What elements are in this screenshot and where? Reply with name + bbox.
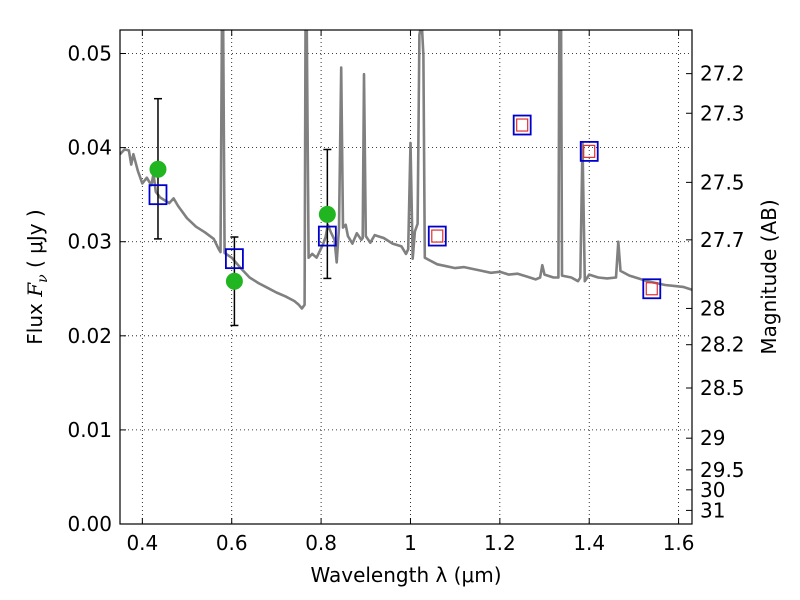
model-band-square [224, 248, 244, 270]
magnitude-tick-label: 27.3 [700, 101, 745, 125]
model-band-square [579, 140, 599, 162]
model-band-square [148, 184, 168, 206]
observed-point [318, 205, 336, 223]
band-flux-squares [148, 114, 662, 300]
x-axis-label: Wavelength λ (μm) [310, 563, 501, 587]
sed-spectrum-path [120, 30, 692, 310]
magnitude-tick-label: 27.7 [700, 228, 745, 252]
y-axis-label-symbol: F [23, 282, 47, 298]
model-band-square [512, 114, 532, 136]
y-axis-label-post: ( μJy ) [23, 209, 47, 274]
grid-lines [120, 30, 692, 525]
magnitude-tick-label: 28.5 [700, 376, 745, 400]
x-tick-label: 1 [404, 531, 417, 555]
predicted-band-square [583, 144, 596, 158]
x-axis-ticks: 0.4 0.6 0.8 1 1.2 1.4 1.6 [126, 30, 695, 555]
y-tick-label: 0.00 [67, 512, 112, 536]
model-band-square [427, 225, 447, 247]
x-tick-label: 1.4 [573, 531, 605, 555]
y-tick-label: 0.04 [67, 136, 112, 160]
observed-point [225, 272, 243, 290]
y-axis-label-pre: Flux [23, 297, 47, 345]
model-band-square [317, 225, 337, 247]
predicted-band-square [431, 229, 444, 243]
magnitude-tick-label: 30 [700, 478, 725, 502]
y-tick-label: 0.05 [67, 42, 112, 66]
magnitude-tick-label: 29 [700, 426, 725, 450]
x-tick-label: 1.2 [484, 531, 516, 555]
observed-point [149, 160, 167, 178]
x-tick-label: 0.4 [126, 531, 158, 555]
magnitude-axis-label: Magnitude (AB) [757, 199, 781, 354]
sed-model-line [120, 30, 692, 310]
model-band-square [642, 278, 662, 300]
x-tick-label: 0.8 [305, 531, 337, 555]
x-tick-label: 1.6 [663, 531, 695, 555]
magnitude-tick-label: 27.5 [700, 170, 745, 194]
magnitude-tick-label: 29.5 [700, 458, 745, 482]
magnitude-tick-label: 31 [700, 498, 725, 522]
predicted-band-square [645, 282, 658, 296]
y-axis-label-subscript: ν [35, 274, 51, 283]
magnitude-tick-label: 28 [700, 296, 725, 320]
magnitude-tick-label: 27.2 [700, 62, 745, 86]
y-tick-label: 0.02 [67, 324, 112, 348]
magnitude-tick-label: 28.2 [700, 333, 745, 357]
y-axis-label: Flux Fν ( μJy ) [23, 209, 51, 344]
plot-frame [119, 29, 693, 525]
y-tick-label: 0.01 [67, 418, 112, 442]
y-tick-label: 0.03 [67, 230, 112, 254]
observed-points [149, 160, 336, 290]
y-axis-ticks: 0.00 0.01 0.02 0.03 0.04 0.05 [67, 42, 126, 536]
predicted-band-square [516, 118, 529, 132]
x-tick-label: 0.6 [216, 531, 248, 555]
